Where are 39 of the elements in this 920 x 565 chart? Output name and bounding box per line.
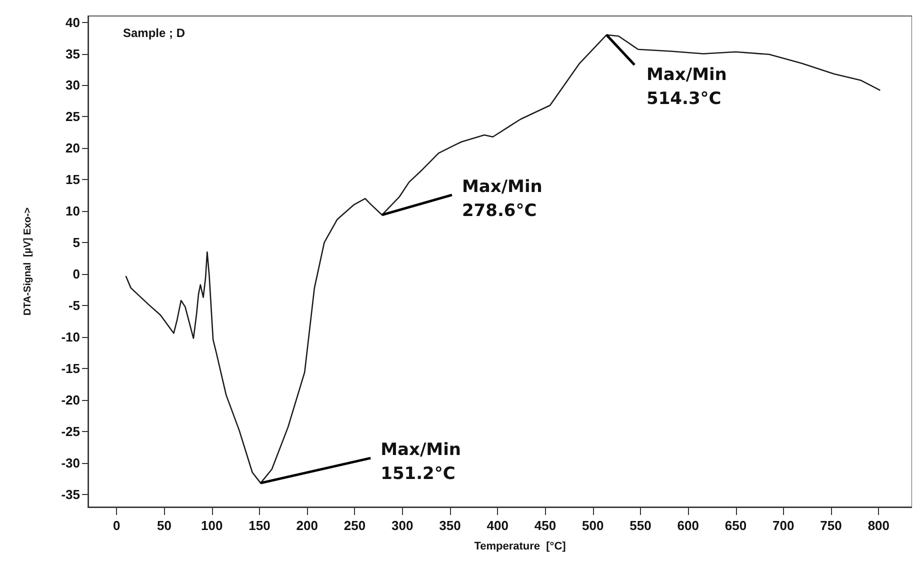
y-tick-label: 25 xyxy=(66,109,80,124)
y-tick-label: -30 xyxy=(61,455,80,470)
y-tick-label: -15 xyxy=(61,361,80,376)
annotation: Max/Min 278.6°C xyxy=(462,176,542,221)
annotation: Max/Min 514.3°C xyxy=(646,64,727,109)
y-tick-label: 30 xyxy=(66,78,80,93)
x-tick-label: 50 xyxy=(156,518,172,533)
y-tick-label: 15 xyxy=(66,172,80,188)
y-tick-label: -5 xyxy=(68,298,80,314)
x-tick-label: 500 xyxy=(582,518,604,533)
annotation: Max/Min 151.2°C xyxy=(380,440,462,484)
x-tick-label: 550 xyxy=(630,518,652,533)
y-tick-label: -25 xyxy=(61,424,80,439)
x-tick-label: 250 xyxy=(344,518,366,533)
x-tick-label: 350 xyxy=(439,518,461,533)
y-tick-label: 5 xyxy=(72,235,80,250)
x-tick-label: 450 xyxy=(534,518,556,533)
y-tick-label: -35 xyxy=(61,486,80,502)
x-tick-label: 650 xyxy=(724,518,747,533)
y-tick-label: 20 xyxy=(66,140,80,156)
x-tick-label: 150 xyxy=(248,518,270,533)
y-axis-title: DTA-Signal [µV] Exo-> xyxy=(22,207,34,316)
x-axis-title: Temperature [°C] xyxy=(474,540,566,552)
x-tick-label: 100 xyxy=(200,518,223,533)
y-tick-label: 40 xyxy=(66,14,80,30)
x-tick-label: 750 xyxy=(820,518,842,533)
y-tick-label: 10 xyxy=(66,204,80,219)
text: Sample ; D xyxy=(123,26,186,40)
x-tick-label: 800 xyxy=(868,518,890,533)
x-tick-label: 400 xyxy=(486,518,508,533)
x-tick-label: 700 xyxy=(772,518,794,533)
y-tick-label: 35 xyxy=(66,46,80,62)
x-tick-label: 600 xyxy=(677,518,699,533)
y-tick-label: 0 xyxy=(72,266,80,282)
y-tick-label: -20 xyxy=(61,392,80,408)
y-tick-label: -10 xyxy=(61,330,80,345)
x-tick-label: 300 xyxy=(392,518,414,533)
x-tick-label: 200 xyxy=(296,518,318,533)
x-tick-label: 0 xyxy=(112,518,120,533)
